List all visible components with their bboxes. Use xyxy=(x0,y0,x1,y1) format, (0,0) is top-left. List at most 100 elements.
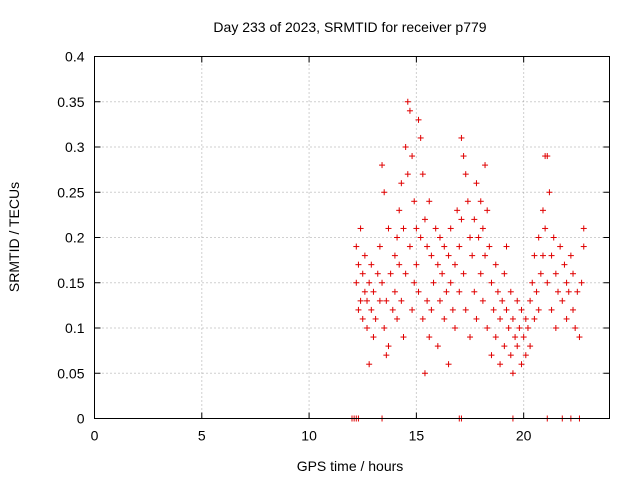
data-point xyxy=(419,315,426,322)
data-point xyxy=(544,279,551,286)
data-point xyxy=(394,234,401,241)
data-point xyxy=(548,306,555,313)
data-point xyxy=(539,252,546,259)
data-point xyxy=(424,243,431,250)
data-point xyxy=(477,198,484,205)
data-point xyxy=(469,252,476,259)
data-point xyxy=(379,279,386,286)
data-point xyxy=(520,334,527,341)
data-point xyxy=(509,370,516,377)
data-point xyxy=(522,352,529,359)
data-point xyxy=(467,234,474,241)
data-point xyxy=(527,343,534,350)
data-point xyxy=(385,225,392,232)
data-point xyxy=(535,306,542,313)
data-point xyxy=(355,261,362,268)
data-point xyxy=(454,207,461,214)
data-point xyxy=(514,297,521,304)
data-point xyxy=(424,297,431,304)
data-point xyxy=(531,252,538,259)
data-point xyxy=(415,116,422,123)
data-point xyxy=(559,297,566,304)
data-point xyxy=(482,162,489,169)
data-point xyxy=(353,279,360,286)
data-point xyxy=(364,297,371,304)
data-point xyxy=(383,352,390,359)
data-point xyxy=(578,279,585,286)
data-point xyxy=(567,252,574,259)
data-point xyxy=(428,306,435,313)
y-tick-label: 0.2 xyxy=(65,230,85,246)
data-point xyxy=(492,334,499,341)
data-point xyxy=(398,180,405,187)
data-point xyxy=(445,361,452,368)
data-points xyxy=(353,98,587,377)
data-point xyxy=(368,306,375,313)
x-tick-label: 20 xyxy=(516,428,532,444)
data-point xyxy=(366,279,373,286)
data-point xyxy=(514,343,521,350)
data-point xyxy=(576,334,583,341)
data-point xyxy=(449,306,456,313)
data-point xyxy=(426,198,433,205)
data-point xyxy=(484,207,491,214)
data-point xyxy=(409,153,416,160)
data-point xyxy=(460,270,467,277)
data-point xyxy=(402,144,409,150)
data-point xyxy=(415,288,422,295)
data-point xyxy=(456,288,463,295)
data-point xyxy=(359,270,366,277)
data-point xyxy=(516,325,523,331)
data-point xyxy=(394,315,401,322)
y-tick-label: 0.05 xyxy=(57,365,84,381)
data-point xyxy=(486,243,493,250)
data-point xyxy=(376,297,383,304)
data-point xyxy=(430,279,437,286)
data-point xyxy=(387,270,394,277)
data-point xyxy=(572,325,579,331)
data-point xyxy=(533,288,540,295)
data-point xyxy=(479,297,486,304)
data-point xyxy=(372,315,379,322)
data-point xyxy=(404,98,411,105)
data-point xyxy=(475,234,482,241)
data-point xyxy=(357,297,364,304)
data-point xyxy=(535,234,542,241)
data-point xyxy=(580,225,587,232)
data-point xyxy=(512,334,519,341)
data-point xyxy=(518,306,525,313)
y-tick-labels: 0 0.05 0.1 0.15 0.2 0.25 0.3 0.35 0.4 xyxy=(57,49,84,427)
y-tick-label: 0 xyxy=(77,411,85,427)
data-point xyxy=(406,107,413,114)
data-point xyxy=(529,279,536,286)
data-point xyxy=(550,234,557,241)
data-point xyxy=(546,189,553,196)
data-point xyxy=(544,153,551,160)
data-point xyxy=(542,225,549,232)
data-point xyxy=(432,225,439,232)
data-point xyxy=(471,216,478,223)
data-point xyxy=(411,198,418,205)
y-tick-label: 0.15 xyxy=(57,275,84,291)
data-point xyxy=(391,288,398,295)
data-point xyxy=(426,334,433,341)
data-point xyxy=(353,243,360,250)
data-point xyxy=(447,225,454,232)
data-point xyxy=(522,315,529,322)
data-point xyxy=(565,288,572,295)
data-point xyxy=(494,288,501,295)
data-point xyxy=(368,261,375,268)
data-point xyxy=(413,261,420,268)
data-point xyxy=(389,306,396,313)
data-point xyxy=(552,325,559,331)
data-point xyxy=(473,315,480,322)
chart-title: Day 233 of 2023, SRMTID for receiver p77… xyxy=(213,19,486,35)
data-point xyxy=(452,325,458,331)
data-point xyxy=(488,279,495,286)
data-point xyxy=(361,252,368,259)
data-point xyxy=(396,261,403,268)
data-point xyxy=(379,162,386,169)
data-point xyxy=(462,171,469,178)
data-point xyxy=(434,261,441,268)
data-point xyxy=(467,334,474,341)
